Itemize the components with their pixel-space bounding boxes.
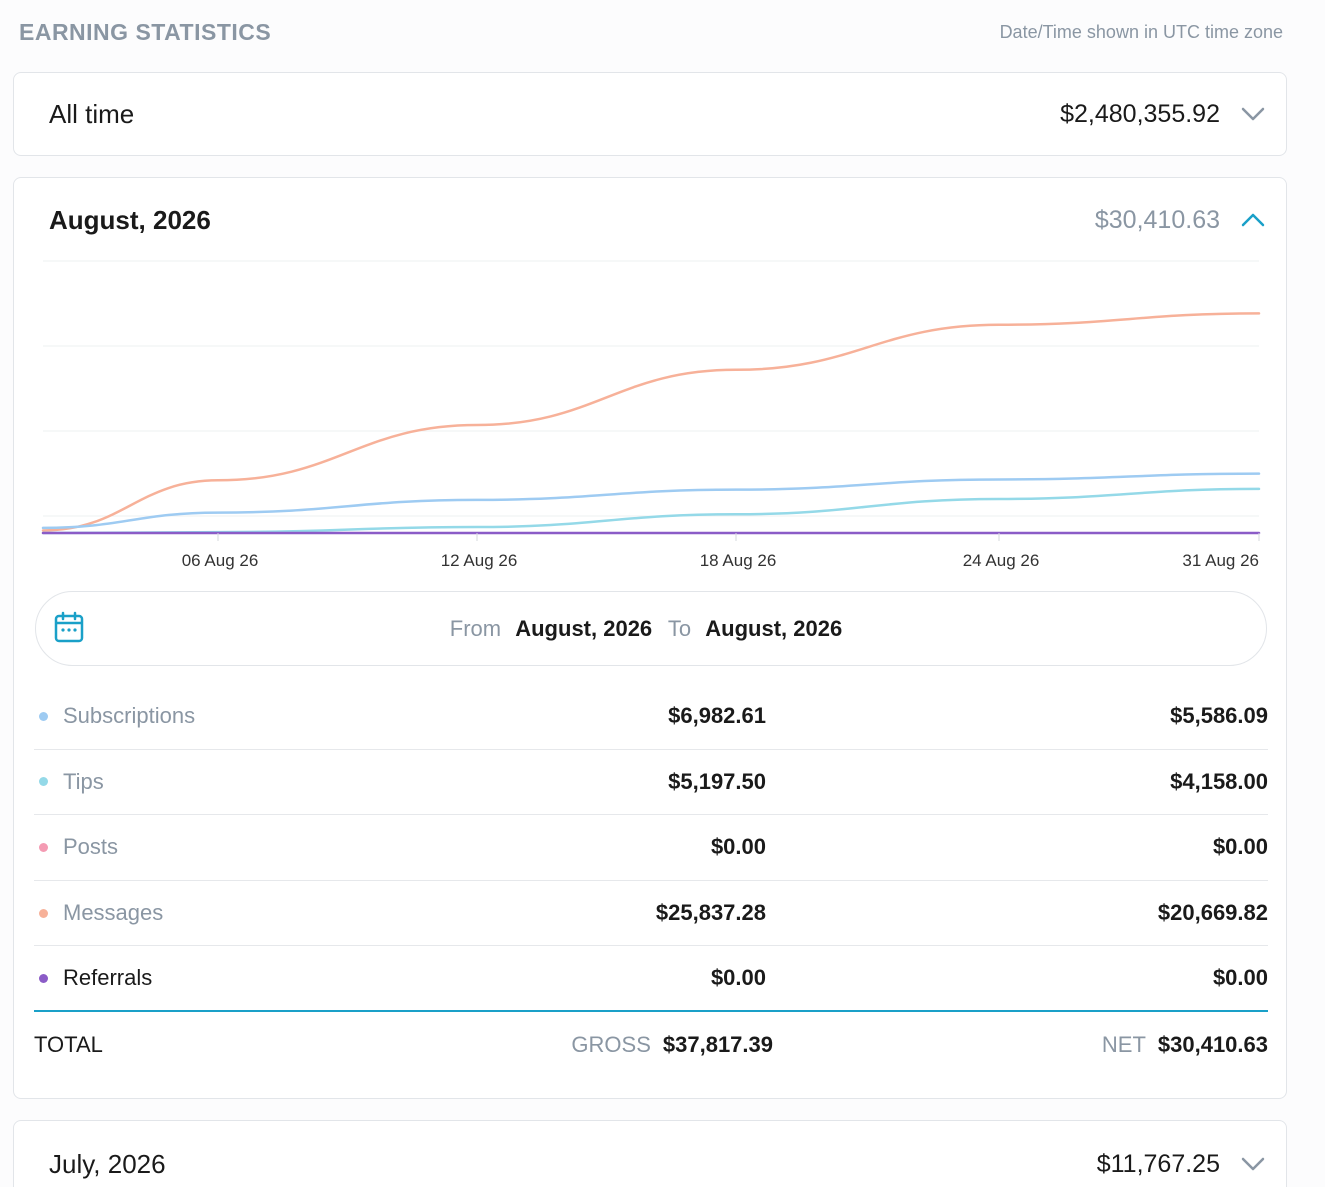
x-tick-label: 06 Aug 26	[182, 551, 259, 570]
row-label: Tips	[63, 768, 104, 794]
x-tick-label: 31 Aug 26	[1182, 551, 1259, 570]
all-time-header[interactable]: All time $2,480,355.92	[14, 73, 1286, 155]
row-label: Messages	[63, 900, 164, 926]
chevron-up-icon[interactable]	[1238, 205, 1268, 235]
next-period-label: July, 2026	[49, 1148, 166, 1179]
timezone-note: Date/Time shown in UTC time zone	[999, 21, 1283, 42]
net-value: $30,410.63	[1157, 1032, 1268, 1057]
all-time-amount: $2,480,355.92	[1060, 99, 1220, 128]
chevron-down-icon[interactable]	[1238, 99, 1268, 129]
next-period-card[interactable]: July, 2026 $11,767.25	[13, 1120, 1287, 1187]
row-posts: Posts $0.00 $0.00	[34, 815, 1268, 881]
row-gross: $6,982.61	[668, 703, 766, 729]
row-tips: Tips $5,197.50 $4,158.00	[34, 750, 1268, 816]
row-referrals: Referrals $0.00 $0.00	[34, 946, 1268, 1012]
current-period-card: August, 2026 $30,410.63 06 Aug 26 12 Aug …	[13, 177, 1287, 1099]
referrals-dot	[39, 973, 48, 983]
gross-caption: GROSS	[571, 1032, 651, 1057]
row-gross: $0.00	[710, 965, 766, 991]
tips-dot	[39, 777, 48, 787]
next-period-header[interactable]: July, 2026 $11,767.25	[14, 1121, 1286, 1187]
date-range-text: From August, 2026 To August, 2026	[450, 616, 852, 642]
row-label: Subscriptions	[63, 703, 196, 729]
current-period-amount: $30,410.63	[1094, 205, 1220, 234]
subscriptions-dot	[39, 711, 48, 721]
gross-value: $37,817.39	[662, 1032, 773, 1057]
row-net: $0.00	[1212, 834, 1268, 860]
all-time-label: All time	[49, 98, 135, 129]
series-line-subscriptions	[41, 472, 1261, 530]
row-gross: $0.00	[710, 834, 766, 860]
page-header: EARNING STATISTICS Date/Time shown in UT…	[19, 16, 1283, 48]
row-subscriptions: Subscriptions $6,982.61 $5,586.09	[34, 684, 1268, 750]
earnings-breakdown: Subscriptions $6,982.61 $5,586.09 Tips $…	[34, 684, 1268, 1012]
calendar-icon[interactable]	[54, 611, 84, 648]
messages-dot	[39, 908, 48, 918]
row-label: Posts	[63, 834, 119, 860]
x-tick-label: 12 Aug 26	[441, 551, 518, 570]
row-gross: $5,197.50	[668, 768, 766, 794]
next-period-amount: $11,767.25	[1096, 1149, 1220, 1178]
date-range-picker[interactable]: From August, 2026 To August, 2026	[35, 591, 1267, 666]
total-row: TOTAL GROSS $37,817.39 NET $30,410.63	[34, 1012, 1268, 1078]
earnings-chart: 06 Aug 26 12 Aug 26 18 Aug 26 24 Aug 26 31 A…	[41, 260, 1261, 570]
range-from-value: August, 2026	[515, 615, 653, 641]
range-to-value: August, 2026	[705, 615, 843, 641]
row-messages: Messages $25,837.28 $20,669.82	[34, 881, 1268, 947]
row-net: $4,158.00	[1170, 768, 1268, 794]
total-label: TOTAL	[34, 1032, 103, 1057]
all-time-card[interactable]: All time $2,480,355.92	[13, 72, 1287, 156]
x-tick-label: 24 Aug 26	[963, 551, 1040, 570]
net-caption: NET	[1101, 1032, 1146, 1057]
row-gross: $25,837.28	[655, 900, 766, 926]
row-label: Referrals	[63, 965, 153, 991]
current-period-header[interactable]: August, 2026 $30,410.63	[14, 178, 1286, 262]
page-title: EARNING STATISTICS	[19, 18, 272, 45]
row-net: $5,586.09	[1170, 703, 1268, 729]
row-net: $20,669.82	[1157, 900, 1268, 926]
range-to-label: To	[667, 615, 692, 641]
series-line-messages	[41, 312, 1261, 532]
current-period-label: August, 2026	[49, 204, 211, 235]
row-net: $0.00	[1212, 965, 1268, 991]
range-from-label: From	[449, 615, 502, 641]
posts-dot	[39, 842, 48, 852]
total-gross: GROSS $37,817.39	[571, 1032, 773, 1058]
chevron-down-icon[interactable]	[1238, 1149, 1268, 1179]
x-tick-label: 18 Aug 26	[700, 551, 777, 570]
series-line-tips	[41, 487, 1261, 535]
total-net: NET $30,410.63	[1102, 1032, 1268, 1058]
